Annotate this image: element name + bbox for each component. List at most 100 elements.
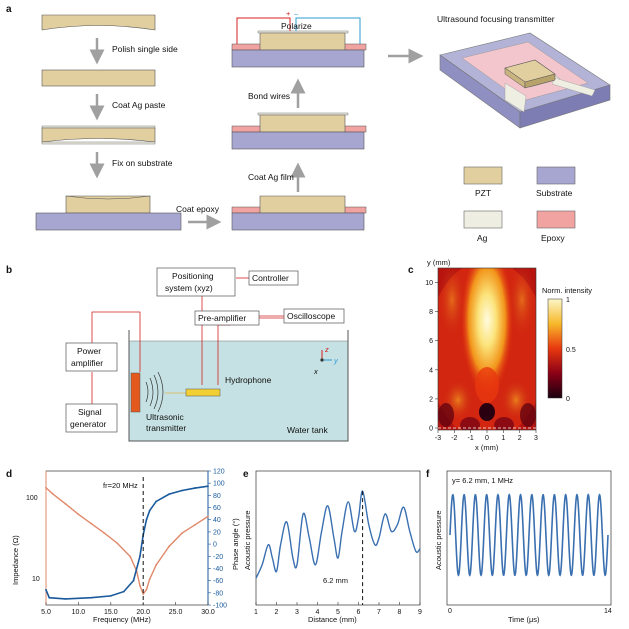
e-xtick-label: 6	[357, 609, 361, 616]
impedance-point	[103, 532, 106, 534]
controller-label: Controller	[252, 273, 289, 283]
phase-series	[45, 485, 209, 600]
c-ytick-label: 0	[429, 426, 433, 433]
f-xtick-0: 0	[448, 608, 452, 615]
axis-z-label: z	[324, 345, 329, 354]
legend-swatch-ag	[463, 210, 503, 229]
phase-point	[194, 487, 196, 489]
legend-swatch-pzt	[463, 166, 503, 185]
phase-point	[148, 509, 151, 512]
e-ylabel: Acoustic pressure	[243, 510, 252, 570]
positioning-line2: system (xyz)	[165, 283, 213, 293]
impedance-point	[139, 584, 141, 587]
legend-label-epoxy: Epoxy	[541, 233, 565, 243]
impedance-point	[194, 523, 196, 526]
c-xtick-label: 3	[534, 435, 538, 442]
colorbar	[547, 298, 563, 399]
f-ylabel: Acoustic pressure	[434, 510, 443, 570]
step-polish-label: Polish single side	[112, 44, 178, 54]
heatmap-yticks: 0 2 4 6 8 10	[425, 280, 438, 433]
impedance-point	[155, 564, 158, 566]
step-polarize-label: Polarize	[281, 21, 312, 31]
pressure-time-series	[449, 493, 609, 577]
pzt-polished	[41, 69, 156, 87]
panel-letter-b: b	[6, 265, 12, 276]
phase-point	[48, 596, 51, 599]
colorbar-title: Norm. intensity	[542, 286, 592, 295]
transmitter-title: Ultrasound focusing transmitter	[437, 14, 555, 24]
transmitter-line1: Ultrasonic	[146, 412, 185, 422]
oscilloscope-label: Oscilloscope	[287, 311, 335, 321]
positioning-line1: Positioning	[172, 271, 214, 281]
panel-letter-d: d	[6, 469, 12, 480]
phase-point	[90, 596, 93, 599]
pzt-ag-coated	[41, 125, 156, 145]
step-coat-epoxy-label: Coat epoxy	[176, 204, 220, 214]
heatmap	[437, 267, 537, 431]
f-xlabel: Time (μs)	[508, 615, 540, 624]
step-coat-ag-paste-label: Coat Ag paste	[112, 100, 166, 110]
d-rytick-label: 120	[213, 469, 225, 476]
c-ytick-label: 4	[429, 367, 433, 374]
panel-letter-e: e	[243, 469, 249, 480]
ultrasonic-transmitter	[130, 371, 164, 413]
d-annotation: fr=20 MHz	[103, 481, 138, 490]
c-xtick-label: -1	[468, 435, 474, 442]
hydrophone	[165, 388, 221, 397]
d-rytick-label: 40	[213, 517, 221, 524]
d-rytick-label: -40	[213, 566, 223, 573]
d-rytick-label: -20	[213, 554, 223, 561]
heatmap-ylabel: y (mm)	[427, 258, 451, 267]
e-xtick-label: 4	[316, 609, 320, 616]
hydrophone-label: Hydrophone	[225, 375, 272, 385]
polarity-minus: –	[294, 9, 299, 18]
step-bond-wires-label: Bond wires	[248, 91, 290, 101]
panel-letter-f: f	[426, 469, 430, 480]
impedance-series	[45, 487, 209, 596]
c-xtick-label: 2	[518, 435, 522, 442]
phase-point	[132, 579, 135, 582]
impedance-point	[45, 486, 47, 489]
phase-point	[64, 598, 67, 600]
d-rytick-label: 80	[213, 493, 221, 500]
oscilloscope-box	[283, 308, 345, 324]
f-xtick-14: 14	[604, 608, 612, 615]
heatmap-xlabel: x (mm)	[475, 443, 499, 452]
impedance-point	[168, 545, 171, 548]
d-rytick-label: -80	[213, 590, 223, 597]
e-annotation: 6.2 mm	[323, 576, 348, 585]
d-xlabel: Frequency (MHz)	[93, 615, 151, 624]
d-xtick-label: 10.0	[72, 609, 86, 616]
pzt-raw	[41, 14, 156, 31]
c-xtick-label: 0	[485, 435, 489, 442]
legend-swatch-substrate	[536, 166, 576, 185]
step-fix-substrate-label: Fix on substrate	[112, 158, 173, 168]
preamp-label: Pre-amplifier	[198, 313, 246, 323]
panel-letter-c: c	[408, 265, 414, 276]
legend-swatch-epoxy	[536, 210, 576, 229]
e-xtick-label: 9	[418, 609, 422, 616]
heatmap-xticks: -3 -2 -1 0 1 2 3	[435, 430, 538, 442]
pzt-polarize	[231, 17, 367, 68]
d-ylabel-left: Impedance (Ω)	[11, 535, 20, 585]
f-annotation: y= 6.2 mm, 1 MHz	[452, 476, 513, 485]
pressure-distance-series	[255, 490, 421, 579]
d-rytick-label: 20	[213, 529, 221, 536]
plot-d-right-yticks: 120 100 80 60 40 20 0 -20 -40 -60 -80 -100	[208, 469, 227, 610]
signal-generator-box	[65, 403, 118, 433]
d-xtick-label: 30.0	[201, 609, 215, 616]
transmitter-3d-illustration	[439, 32, 611, 129]
panel-letter-a: a	[6, 4, 12, 15]
signal-gen-line2: generator	[70, 419, 107, 429]
legend-label-pzt: PZT	[475, 188, 491, 198]
d-ytick-10: 10	[32, 576, 40, 583]
legend-label-ag: Ag	[477, 233, 488, 243]
d-xtick-label: 15.0	[104, 609, 118, 616]
d-xtick-label: 20.0	[136, 609, 150, 616]
e-xtick-label: 7	[377, 609, 381, 616]
pzt-on-substrate	[35, 195, 182, 231]
water-tank-label: Water tank	[287, 425, 329, 435]
power-amplifier-box	[65, 342, 118, 372]
e-xtick-label: 3	[295, 609, 299, 616]
